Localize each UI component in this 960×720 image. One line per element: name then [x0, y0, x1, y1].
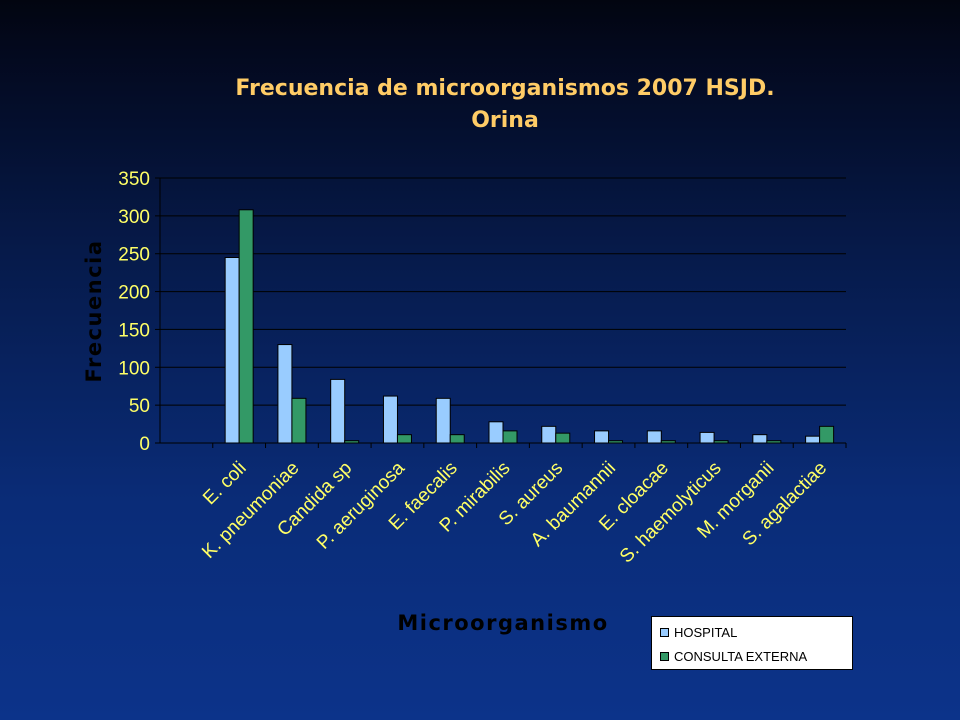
- bar-hospital: [435, 397, 451, 444]
- bar-consulta-externa: [502, 430, 518, 444]
- bar-hospital: [488, 421, 504, 444]
- gridlines: [160, 177, 846, 406]
- bar-consulta-externa: [291, 397, 307, 444]
- chart-subtitle: Orina: [471, 108, 539, 133]
- y-tick-label: 300: [118, 207, 150, 228]
- y-tick-label: 200: [118, 283, 150, 304]
- legend-item-consulta-externa: CONSULTA EXTERNA: [660, 647, 807, 665]
- bar-hospital: [330, 378, 346, 444]
- y-tick-label: 350: [118, 169, 150, 190]
- legend-label-hospital: HOSPITAL: [674, 624, 738, 640]
- bar-hospital: [594, 430, 610, 444]
- axes: [159, 178, 847, 448]
- bar-consulta-externa: [555, 432, 571, 444]
- bar-hospital: [752, 434, 768, 444]
- bar-consulta-externa: [819, 425, 835, 444]
- bar-consulta-externa: [238, 209, 254, 444]
- x-axis-title: Microorganismo: [397, 611, 608, 635]
- legend-swatch-hospital: [660, 627, 669, 637]
- y-tick-label: 250: [118, 245, 150, 266]
- bar-consulta-externa: [449, 434, 465, 444]
- bar-hospital: [224, 257, 240, 444]
- legend: HOSPITAL CONSULTA EXTERNA: [651, 616, 853, 670]
- legend-swatch-consulta-externa: [660, 651, 669, 661]
- legend-item-hospital: HOSPITAL: [660, 623, 737, 641]
- y-tick-label: 150: [118, 320, 150, 341]
- y-axis-ticks: 0 50 100 150 200 250 300 350: [118, 169, 160, 455]
- bar-hospital: [646, 430, 662, 444]
- y-tick-label: 100: [118, 358, 150, 379]
- chart-title: Frecuencia de microorganismos 2007 HSJD.: [235, 76, 775, 101]
- y-tick-label: 50: [129, 396, 150, 417]
- bar-consulta-externa: [396, 434, 412, 444]
- bars: [224, 209, 835, 444]
- bar-hospital: [805, 435, 821, 444]
- bar-hospital: [699, 431, 715, 444]
- bar-hospital: [277, 344, 293, 444]
- bar-hospital: [541, 425, 557, 444]
- x-category-label: E. coli: [199, 458, 250, 509]
- bar-hospital: [382, 395, 398, 444]
- y-axis-title: Frecuencia: [82, 239, 106, 382]
- legend-label-consulta-externa: CONSULTA EXTERNA: [674, 648, 808, 664]
- y-tick-label: 0: [139, 434, 150, 455]
